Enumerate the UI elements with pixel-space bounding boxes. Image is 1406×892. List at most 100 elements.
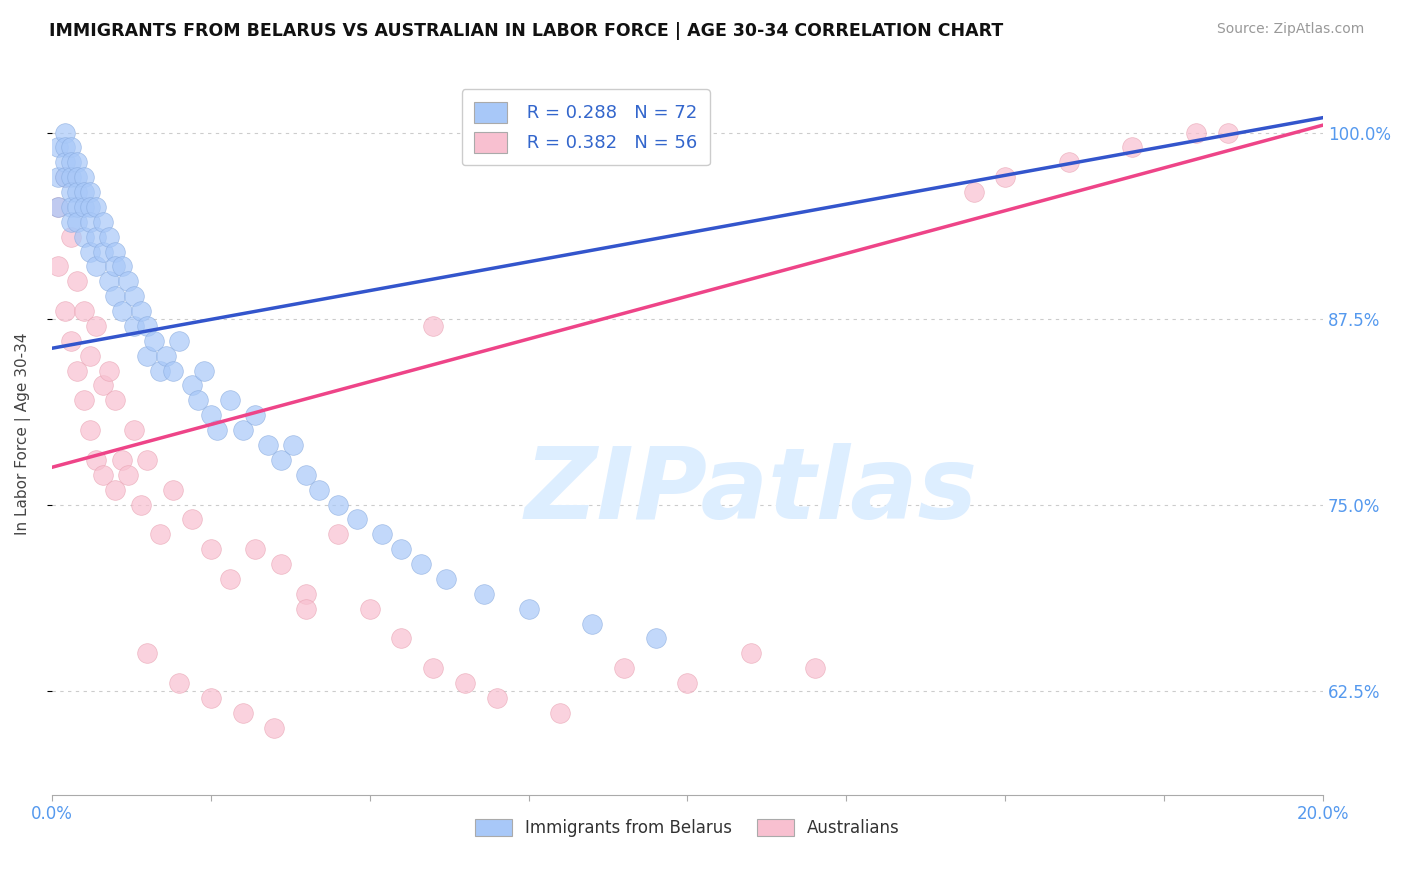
Point — [66, 363, 89, 377]
Point — [346, 512, 368, 526]
Point — [59, 215, 82, 229]
Point — [129, 498, 152, 512]
Point — [962, 185, 984, 199]
Point — [391, 632, 413, 646]
Point — [263, 721, 285, 735]
Text: IMMIGRANTS FROM BELARUS VS AUSTRALIAN IN LABOR FORCE | AGE 30-34 CORRELATION CHA: IMMIGRANTS FROM BELARUS VS AUSTRALIAN IN… — [49, 22, 1004, 40]
Point — [218, 572, 240, 586]
Point — [422, 661, 444, 675]
Point — [104, 244, 127, 259]
Point — [200, 409, 222, 423]
Point — [149, 363, 172, 377]
Point — [162, 363, 184, 377]
Point — [72, 229, 94, 244]
Point — [66, 185, 89, 199]
Point — [66, 170, 89, 185]
Point — [200, 542, 222, 557]
Point — [155, 349, 177, 363]
Point — [86, 229, 108, 244]
Point — [53, 170, 76, 185]
Point — [167, 334, 190, 348]
Point — [104, 393, 127, 408]
Point — [1121, 140, 1143, 154]
Point — [86, 200, 108, 214]
Point — [1216, 126, 1239, 140]
Point — [59, 185, 82, 199]
Point — [79, 423, 101, 437]
Point — [803, 661, 825, 675]
Point — [66, 215, 89, 229]
Point — [66, 274, 89, 288]
Point — [53, 155, 76, 169]
Point — [79, 200, 101, 214]
Point — [46, 200, 69, 214]
Point — [245, 542, 267, 557]
Point — [59, 200, 82, 214]
Text: Source: ZipAtlas.com: Source: ZipAtlas.com — [1216, 22, 1364, 37]
Point — [270, 557, 292, 571]
Point — [517, 601, 540, 615]
Point — [550, 706, 572, 720]
Point — [53, 170, 76, 185]
Point — [86, 318, 108, 333]
Point — [72, 393, 94, 408]
Point — [46, 170, 69, 185]
Point — [434, 572, 457, 586]
Point — [117, 274, 139, 288]
Point — [180, 512, 202, 526]
Point — [187, 393, 209, 408]
Point — [59, 155, 82, 169]
Point — [409, 557, 432, 571]
Point — [72, 304, 94, 318]
Point — [79, 185, 101, 199]
Point — [1185, 126, 1208, 140]
Point — [124, 423, 146, 437]
Point — [218, 393, 240, 408]
Point — [371, 527, 394, 541]
Point — [104, 260, 127, 274]
Point — [308, 483, 330, 497]
Point — [98, 274, 121, 288]
Point — [257, 438, 280, 452]
Point — [53, 126, 76, 140]
Point — [59, 170, 82, 185]
Point — [136, 453, 159, 467]
Point — [91, 467, 114, 482]
Point — [59, 140, 82, 154]
Point — [326, 527, 349, 541]
Point — [111, 304, 134, 318]
Point — [295, 587, 318, 601]
Point — [245, 409, 267, 423]
Point — [391, 542, 413, 557]
Point — [104, 289, 127, 303]
Point — [454, 676, 477, 690]
Point — [180, 378, 202, 392]
Point — [91, 244, 114, 259]
Point — [98, 229, 121, 244]
Point — [53, 140, 76, 154]
Point — [613, 661, 636, 675]
Point — [46, 140, 69, 154]
Point — [142, 334, 165, 348]
Point — [91, 215, 114, 229]
Point — [326, 498, 349, 512]
Point — [111, 453, 134, 467]
Point — [167, 676, 190, 690]
Point — [205, 423, 228, 437]
Point — [270, 453, 292, 467]
Point — [359, 601, 381, 615]
Point — [644, 632, 666, 646]
Point — [422, 318, 444, 333]
Point — [124, 289, 146, 303]
Point — [136, 646, 159, 660]
Point — [98, 363, 121, 377]
Point — [581, 616, 603, 631]
Point — [46, 200, 69, 214]
Point — [72, 170, 94, 185]
Point — [59, 229, 82, 244]
Point — [136, 349, 159, 363]
Point — [79, 349, 101, 363]
Point — [136, 318, 159, 333]
Point — [162, 483, 184, 497]
Point — [676, 676, 699, 690]
